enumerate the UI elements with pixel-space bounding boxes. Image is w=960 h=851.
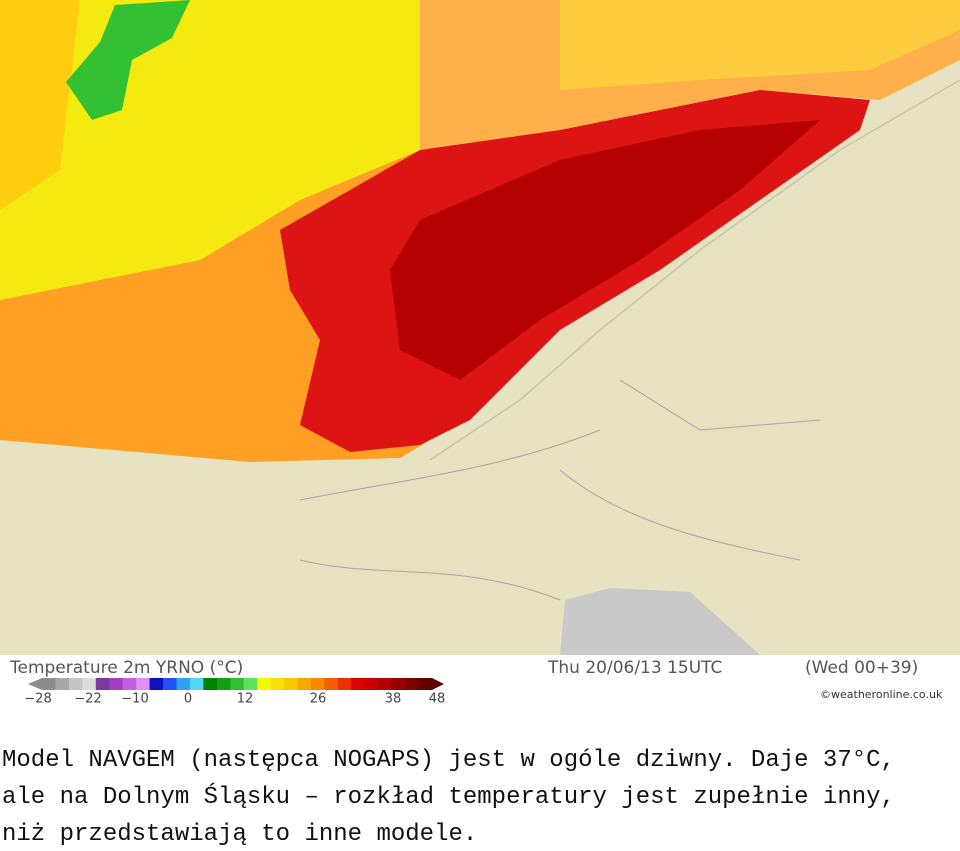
bar-swatch xyxy=(216,678,231,690)
warm-region-light xyxy=(560,0,960,90)
legend-tick-label: 38 xyxy=(385,692,402,707)
legend-title: Temperature 2m YRNO (°C) xyxy=(9,658,243,678)
legend-tick-label: 26 xyxy=(310,692,327,707)
sea xyxy=(560,588,760,655)
bar-swatch xyxy=(243,678,258,690)
model-run: (Wed 00+39) xyxy=(805,658,918,678)
bar-swatch xyxy=(351,678,366,690)
bar-swatch xyxy=(82,678,97,690)
map: Temperature 2m YRNO (°C) Thu 20/06/13 15… xyxy=(0,0,960,707)
bar-swatch xyxy=(270,678,285,690)
legend-tick-label: −10 xyxy=(121,692,148,707)
legend-tick-label: −22 xyxy=(74,692,101,707)
legend-tick-label: −28 xyxy=(24,692,51,707)
bar-swatch xyxy=(55,678,70,690)
bar-swatch xyxy=(284,678,299,690)
bar-arrow-left xyxy=(28,678,42,690)
legend-tick-label: 48 xyxy=(429,692,446,707)
bar-swatch xyxy=(324,678,339,690)
bar-swatch xyxy=(42,678,56,690)
caption: Model NAVGEM (następca NOGAPS) jest w og… xyxy=(2,742,958,851)
bar-swatch xyxy=(176,678,191,690)
cool-region xyxy=(66,0,190,120)
mild-region-edge xyxy=(0,0,80,210)
bar-swatch xyxy=(230,678,245,690)
legend-tick-label: 12 xyxy=(237,692,254,707)
caption-line: Model NAVGEM (następca NOGAPS) jest w og… xyxy=(2,747,895,774)
bar-swatch xyxy=(378,678,393,690)
bar-swatch xyxy=(310,678,325,690)
bar-swatch xyxy=(297,678,312,690)
caption-line: niż przedstawiają to inne modele. xyxy=(2,821,478,848)
bar-swatch xyxy=(163,678,177,690)
bar-swatch xyxy=(203,678,218,690)
caption-line: ale na Dolnym Śląsku – rozkład temperatu… xyxy=(2,784,895,811)
legend-tick-label: 0 xyxy=(184,692,192,707)
color-bar: −28 −22 −10 0 12 26 38 48 xyxy=(24,678,445,707)
bar-swatch xyxy=(136,678,151,690)
bar-swatch xyxy=(122,678,137,690)
bar-arrow-right xyxy=(432,678,444,690)
border xyxy=(299,379,821,601)
bar-swatch xyxy=(149,678,164,690)
data-edge xyxy=(429,79,960,461)
bar-swatch xyxy=(109,678,124,690)
bar-swatch xyxy=(68,678,83,690)
bar-swatch xyxy=(95,678,110,690)
bar-swatch xyxy=(337,678,352,690)
credit: ©weatheronline.co.uk xyxy=(820,688,943,701)
bar-swatch xyxy=(189,678,204,690)
bar-swatch xyxy=(418,678,433,690)
valid-time: Thu 20/06/13 15UTC xyxy=(547,658,722,678)
bar-swatch xyxy=(364,678,379,690)
bar-swatch xyxy=(391,678,406,690)
hottest-region xyxy=(390,120,820,380)
bar-swatch xyxy=(257,678,272,690)
bar-swatch xyxy=(405,678,420,690)
